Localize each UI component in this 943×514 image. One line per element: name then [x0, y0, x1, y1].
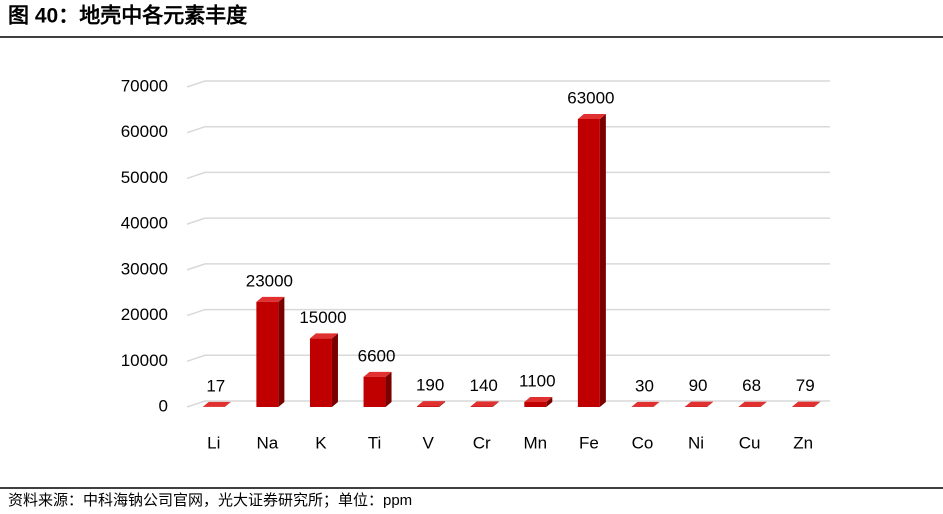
bar-side	[546, 396, 553, 407]
y-tick-label: 20000	[121, 305, 168, 324]
x-tick-label: Cu	[739, 433, 761, 452]
grid-line	[186, 125, 830, 134]
grid-line	[186, 308, 830, 317]
bar-side	[653, 401, 660, 407]
bar-side	[278, 296, 285, 407]
data-label: 15000	[299, 308, 346, 327]
x-tick-label: Ni	[688, 433, 704, 452]
x-tick-label: Co	[632, 433, 654, 452]
x-tick-label: Li	[207, 433, 220, 452]
grid-line	[186, 171, 830, 180]
data-label: 30	[635, 376, 654, 395]
data-label: 190	[416, 376, 444, 395]
data-label: 17	[206, 376, 225, 395]
x-tick-label: Ti	[368, 433, 382, 452]
bar	[363, 376, 386, 407]
y-tick-label: 70000	[121, 76, 168, 95]
y-tick-label: 50000	[121, 168, 168, 187]
y-tick-label: 40000	[121, 214, 168, 233]
bar-side	[599, 114, 606, 407]
bar	[470, 406, 493, 407]
chart-title: 图 40：地壳中各元素丰度	[8, 4, 247, 28]
bar-top	[577, 114, 606, 119]
grid-line	[186, 263, 830, 271]
y-tick-label: 60000	[121, 122, 168, 141]
data-label: 63000	[567, 88, 614, 107]
bar	[524, 401, 547, 407]
x-tick-label: V	[422, 433, 434, 452]
bar-top	[309, 333, 338, 339]
bar-top	[363, 371, 392, 377]
bar-top	[792, 401, 821, 407]
y-tick-label: 10000	[121, 351, 168, 370]
bar-top	[470, 401, 499, 407]
data-label: 1100	[519, 371, 556, 390]
bar	[309, 338, 332, 407]
data-label: 23000	[246, 271, 293, 290]
x-tick-label: Fe	[579, 433, 599, 452]
bar	[256, 301, 279, 407]
bar-top	[524, 396, 553, 402]
bar-top	[685, 401, 714, 407]
x-tick-label: Zn	[793, 433, 813, 452]
bar	[417, 406, 440, 407]
bar-side	[224, 401, 231, 407]
data-label: 140	[470, 376, 498, 395]
bar-top	[256, 296, 285, 302]
data-label: 6600	[358, 346, 396, 365]
source-note: 资料来源：中科海钠公司官网，光大证券研究所；单位：ppm	[8, 492, 412, 509]
bar-side	[492, 401, 499, 407]
grid-line	[186, 217, 830, 225]
bar-top	[738, 401, 767, 407]
bar-side	[331, 333, 338, 407]
bar-side	[385, 371, 392, 407]
bar-side	[814, 401, 821, 407]
y-tick-label: 0	[159, 396, 168, 415]
bar-side	[760, 401, 767, 407]
bar-side	[707, 401, 714, 407]
x-tick-label: K	[315, 433, 327, 452]
data-label: 79	[796, 376, 815, 395]
bar-top	[631, 401, 660, 407]
bar	[577, 119, 600, 407]
y-tick-label: 30000	[121, 259, 168, 278]
x-tick-label: Cr	[473, 433, 491, 452]
bar-top	[202, 401, 231, 407]
x-tick-label: Mn	[523, 433, 547, 452]
bar-top	[417, 401, 446, 407]
bar-side	[439, 401, 446, 407]
data-label: 68	[742, 376, 761, 395]
data-label: 90	[689, 376, 708, 395]
grid-line	[186, 80, 830, 88]
grid-line	[186, 354, 830, 362]
grid-line	[186, 400, 830, 408]
x-tick-label: Na	[257, 433, 279, 452]
